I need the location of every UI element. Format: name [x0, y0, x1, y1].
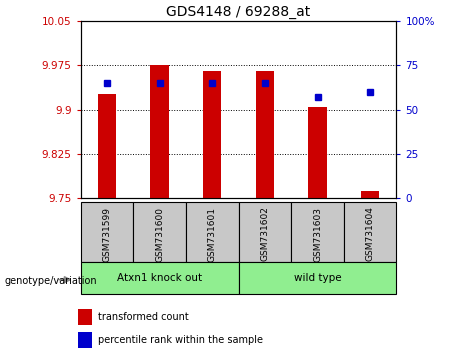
Bar — [291, 202, 344, 262]
Bar — [133, 202, 186, 262]
Text: GSM731603: GSM731603 — [313, 207, 322, 262]
Text: percentile rank within the sample: percentile rank within the sample — [98, 335, 263, 345]
Bar — [308, 107, 327, 198]
Text: GSM731601: GSM731601 — [208, 207, 217, 262]
Text: transformed count: transformed count — [98, 312, 189, 322]
Text: GSM731599: GSM731599 — [102, 207, 112, 262]
Bar — [78, 332, 92, 348]
Bar — [203, 72, 221, 198]
Bar — [256, 72, 274, 198]
Text: wild type: wild type — [294, 273, 341, 283]
Bar — [81, 202, 133, 262]
Bar — [238, 202, 291, 262]
Bar — [81, 262, 238, 294]
Text: genotype/variation: genotype/variation — [5, 276, 97, 286]
Bar — [238, 262, 396, 294]
Text: Atxn1 knock out: Atxn1 knock out — [117, 273, 202, 283]
Bar — [98, 95, 116, 198]
Bar — [78, 309, 92, 325]
Bar — [361, 191, 379, 198]
Title: GDS4148 / 69288_at: GDS4148 / 69288_at — [166, 5, 311, 19]
Text: GSM731602: GSM731602 — [260, 207, 269, 262]
Text: GSM731604: GSM731604 — [366, 207, 375, 262]
Text: GSM731600: GSM731600 — [155, 207, 164, 262]
Bar — [344, 202, 396, 262]
Bar — [186, 202, 238, 262]
Bar — [150, 65, 169, 198]
